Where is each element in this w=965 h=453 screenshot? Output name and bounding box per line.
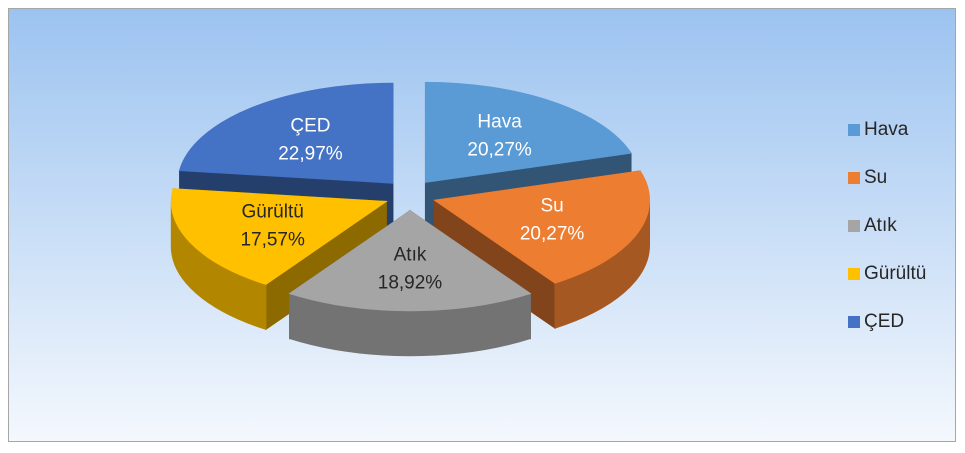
legend-label: Hava [864, 119, 909, 140]
slice [433, 170, 650, 284]
slice-value-label: 20,27% [520, 224, 585, 245]
legend-label: Su [864, 167, 887, 188]
legend: Hava Su Atık Gürültü ÇED [848, 119, 926, 332]
slice-label: Hava [477, 112, 522, 133]
legend-label: Gürültü [864, 263, 926, 284]
slice-label: Su [540, 196, 563, 217]
pie: Hava 20,27% ÇED 22,97% Su 20,27% Gürültü 17,57%… [170, 81, 651, 357]
slice [424, 81, 632, 183]
legend-swatch [848, 124, 860, 136]
slice-value-label: 17,57% [240, 229, 305, 250]
legend-swatch [848, 220, 860, 232]
legend-swatch [848, 316, 860, 328]
slice-value-label: 22,97% [278, 144, 343, 165]
slice [178, 82, 394, 184]
slice [288, 210, 532, 312]
slice-value-label: 18,92% [378, 273, 443, 294]
slice-label: Gürültü [242, 201, 304, 222]
legend-label: Atık [864, 215, 897, 236]
slice-value-label: 20,27% [467, 140, 532, 161]
slice-label: ÇED [290, 116, 330, 137]
slice [170, 188, 388, 285]
legend-swatch [848, 172, 860, 184]
legend-label: ÇED [864, 311, 904, 332]
legend-swatch [848, 268, 860, 280]
slice-label: Atık [394, 245, 427, 266]
